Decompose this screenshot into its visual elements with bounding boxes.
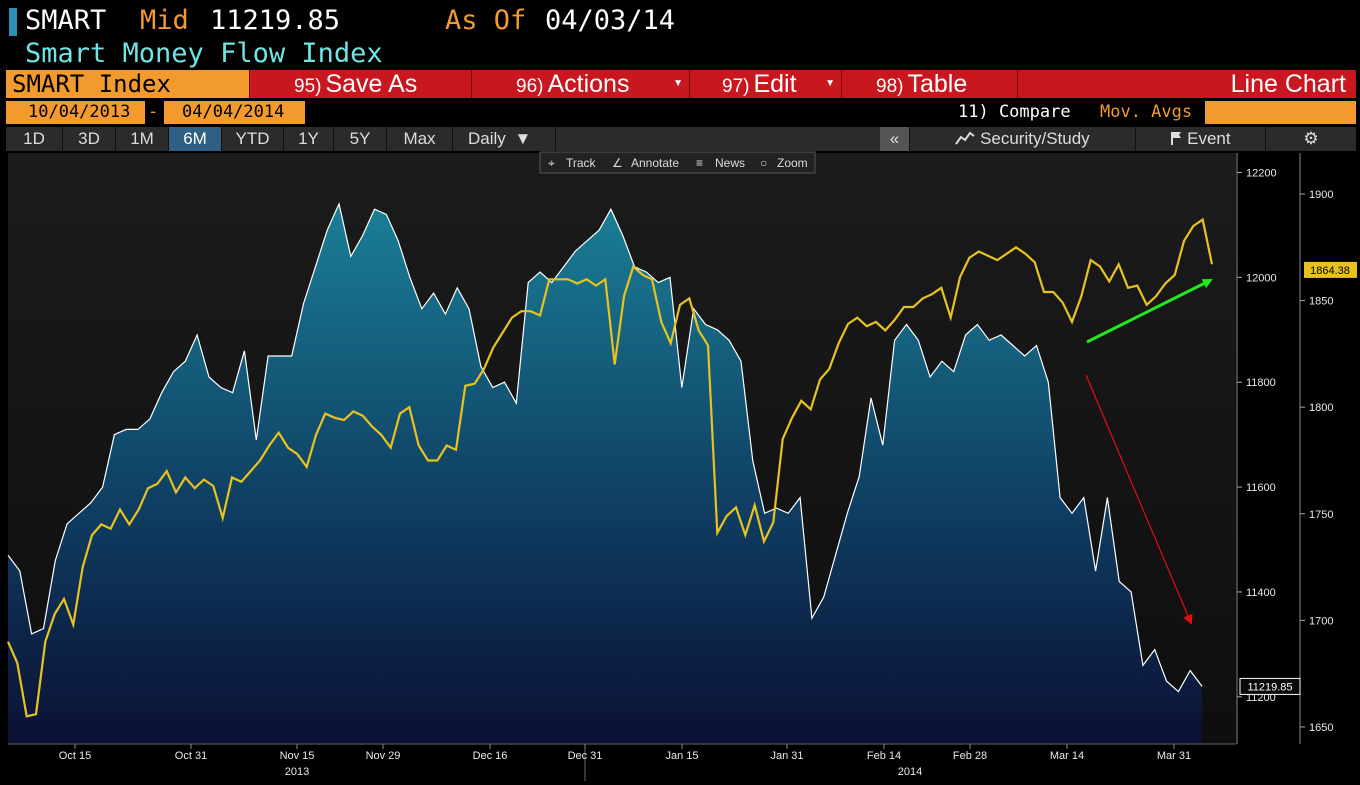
range-1d[interactable]: 1D — [6, 127, 63, 151]
edit-num: 97) — [722, 76, 750, 97]
gear-icon: ⚙ — [1303, 129, 1319, 148]
save-as-label: Save As — [325, 70, 418, 98]
line-chart-icon — [955, 131, 975, 145]
down-trend-arrow — [1085, 374, 1193, 625]
mid-value: 11219.85 — [210, 5, 341, 36]
table-button[interactable]: 98) Table — [842, 70, 1018, 98]
caret-down-icon: ▼ — [673, 78, 683, 89]
x-axis-tick-label: Dec 31 — [568, 750, 603, 762]
save-as-num: 95) — [294, 76, 322, 97]
right-axis-tick-label: 1750 — [1309, 509, 1333, 521]
chart-area[interactable]: ⌖ Track ∠ Annotate ≡ News ○ Zoom 1120011… — [0, 151, 1360, 785]
pencil-icon: ∠ — [612, 156, 623, 170]
left-axis-tick-label: 11800 — [1246, 377, 1276, 389]
table-num: 98) — [876, 76, 904, 97]
range-3d[interactable]: 3D — [63, 127, 116, 151]
left-axis-tick-label: 11400 — [1246, 587, 1276, 599]
smart-last-value-box — [1239, 677, 1301, 695]
left-axis-tick-label: 12000 — [1246, 272, 1277, 284]
x-axis-tick-label: Nov 15 — [280, 750, 315, 762]
settings-button[interactable]: ⚙ — [1266, 127, 1356, 151]
range-6m[interactable]: 6M — [169, 127, 222, 151]
range-ytd[interactable]: YTD — [222, 127, 284, 151]
smart-index-line[interactable] — [7, 202, 1203, 693]
menu-bar: SMART Index 95) Save As 96) Actions ▼ 97) E… — [6, 70, 1356, 98]
range-5y[interactable]: 5Y — [334, 127, 387, 151]
range-max[interactable]: Max — [387, 127, 453, 151]
right-axis-tick-label: 1650 — [1309, 722, 1333, 734]
right-axis-tick-label: 1850 — [1309, 296, 1333, 308]
frequency-label: Daily — [468, 129, 506, 148]
security-study-label: Security/Study — [980, 129, 1090, 148]
tool-zoom[interactable]: Zoom — [777, 156, 808, 170]
x-axis-tick-label: Oct 31 — [175, 750, 207, 762]
frequency-select[interactable]: Daily ▼ — [453, 127, 556, 151]
mov-avgs-button[interactable]: Mov. Avgs — [1100, 102, 1193, 122]
spx-line[interactable] — [6, 217, 1214, 718]
tool-news[interactable]: News — [715, 156, 745, 170]
caret-down-icon: ▼ — [825, 78, 835, 89]
end-date-input[interactable]: 04/04/2014 — [164, 101, 305, 124]
save-as-button[interactable]: 95) Save As — [250, 70, 472, 98]
tool-track[interactable]: Track — [566, 156, 597, 170]
event-button[interactable]: Event — [1136, 127, 1266, 151]
flag-icon — [1171, 132, 1182, 145]
left-axis-tick-label: 12200 — [1246, 167, 1277, 179]
year-label: 2014 — [898, 766, 922, 778]
range-toolbar: 1D 3D 1M 6M YTD 1Y 5Y Max Daily ▼ « Secu… — [6, 127, 1356, 151]
smart-last-value-label: 11219.85 — [1247, 681, 1292, 693]
asof-label: As Of — [445, 5, 527, 36]
x-axis-tick-label: Mar 31 — [1157, 750, 1191, 762]
range-1m[interactable]: 1M — [116, 127, 169, 151]
left-axis-tick-label: 11600 — [1246, 482, 1276, 494]
actions-num: 96) — [516, 76, 544, 97]
event-label: Event — [1187, 129, 1231, 148]
x-axis-tick-label: Feb 14 — [867, 750, 901, 762]
x-axis-tick-label: Nov 29 — [366, 750, 401, 762]
right-axis-tick-label: 1700 — [1309, 615, 1333, 627]
asof-value: 04/03/14 — [545, 5, 676, 36]
right-axis-tick-label: 1800 — [1309, 402, 1333, 414]
actions-label: Actions — [547, 70, 630, 98]
page-subtitle: Smart Money Flow Index — [25, 38, 383, 69]
year-label: 2013 — [285, 766, 309, 778]
mid-label: Mid — [140, 5, 189, 36]
date-separator: - — [148, 102, 159, 122]
magnifier-icon: ○ — [760, 156, 767, 170]
start-date-input[interactable]: 10/04/2013 — [6, 101, 145, 124]
crosshair-icon: ⌖ — [548, 156, 555, 170]
collapse-button[interactable]: « — [880, 127, 910, 151]
x-axis-tick-label: Jan 31 — [770, 750, 803, 762]
x-axis-tick-label: Mar 14 — [1050, 750, 1084, 762]
actions-menu[interactable]: 96) Actions ▼ — [472, 70, 690, 98]
ticker: SMART — [25, 5, 107, 36]
news-icon: ≡ — [696, 156, 703, 170]
ticker-marker — [9, 8, 17, 36]
edit-label: Edit — [753, 70, 797, 98]
chart-tools: ⌖ Track ∠ Annotate ≡ News ○ Zoom — [539, 151, 816, 174]
x-axis-tick-label: Oct 15 — [59, 750, 91, 762]
spx-last-value-box — [1304, 261, 1357, 278]
table-label: Table — [907, 70, 968, 98]
compare-button[interactable]: 11) Compare — [958, 102, 1071, 122]
security-field[interactable]: SMART Index — [6, 70, 250, 98]
range-1y[interactable]: 1Y — [284, 127, 334, 151]
x-axis-tick-label: Feb 28 — [953, 750, 987, 762]
date-range-row: 10/04/2013 - 04/04/2014 11) Compare Mov.… — [6, 101, 1356, 124]
mov-avgs-field[interactable] — [1205, 101, 1356, 124]
up-trend-arrow — [1086, 278, 1213, 344]
caret-down-icon: ▼ — [514, 129, 532, 148]
tool-annotate[interactable]: Annotate — [631, 156, 679, 170]
smart-index-area — [8, 203, 1202, 744]
right-axis-tick-label: 1900 — [1309, 189, 1333, 201]
spx-last-value-label: 1864.38 — [1310, 265, 1350, 277]
security-study-button[interactable]: Security/Study — [910, 127, 1136, 151]
title-bar: SMART Mid 11219.85 As Of 04/03/14 — [0, 4, 1360, 38]
x-axis-tick-label: Dec 16 — [473, 750, 508, 762]
edit-menu[interactable]: 97) Edit ▼ — [690, 70, 842, 98]
chart-type-label[interactable]: Line Chart — [1230, 70, 1346, 98]
x-axis-tick-label: Jan 15 — [665, 750, 698, 762]
